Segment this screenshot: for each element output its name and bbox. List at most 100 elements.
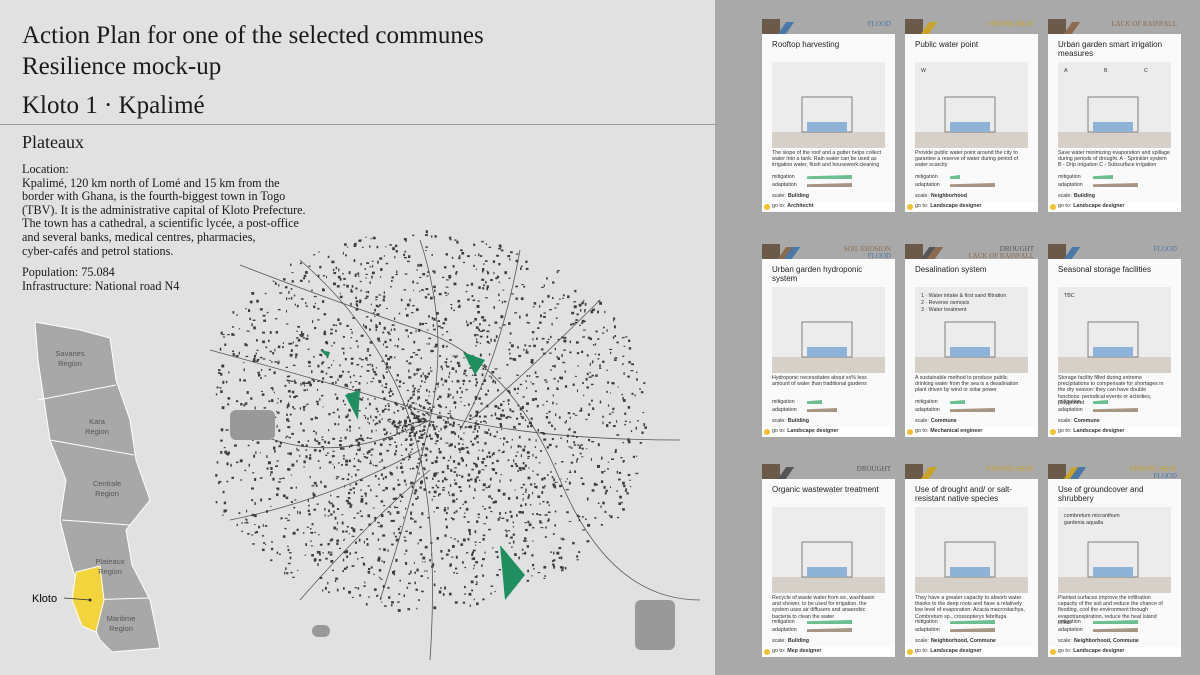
building — [258, 525, 261, 529]
building — [545, 526, 547, 529]
region-label: Region — [98, 567, 122, 576]
building — [471, 589, 474, 592]
building — [410, 396, 413, 399]
building — [356, 363, 360, 366]
building — [450, 415, 452, 418]
building — [556, 387, 559, 390]
building — [533, 567, 535, 570]
building — [480, 388, 483, 390]
ill-label: W — [921, 68, 926, 74]
scale-value: Commune — [1073, 418, 1100, 424]
building — [329, 332, 333, 335]
building — [484, 365, 487, 368]
adaptation-bar — [807, 408, 837, 412]
building — [459, 507, 462, 509]
building — [254, 523, 256, 526]
building — [353, 374, 355, 377]
building — [291, 280, 294, 283]
building — [339, 292, 341, 295]
building — [308, 280, 310, 283]
building — [387, 510, 390, 513]
building — [618, 471, 622, 474]
building — [469, 414, 472, 417]
building — [435, 506, 439, 509]
building — [404, 428, 407, 431]
building — [586, 448, 588, 450]
building — [360, 498, 364, 501]
card-icon — [905, 19, 923, 34]
building — [410, 511, 413, 514]
building — [419, 486, 422, 489]
building — [431, 461, 434, 464]
building — [395, 449, 397, 453]
building — [292, 406, 294, 409]
building — [565, 420, 567, 423]
building — [441, 470, 445, 474]
building — [522, 483, 526, 486]
card-goto: go to: Landscape designer — [1048, 427, 1181, 436]
building — [381, 601, 383, 603]
building — [265, 543, 267, 545]
building — [393, 412, 396, 414]
building — [348, 271, 351, 275]
building — [352, 528, 356, 532]
building — [534, 397, 538, 401]
building — [555, 445, 558, 448]
building — [302, 381, 305, 385]
building — [549, 308, 552, 311]
building — [622, 508, 625, 510]
building — [379, 276, 382, 278]
building — [507, 255, 511, 258]
building — [441, 367, 443, 371]
building — [488, 455, 492, 458]
building — [519, 445, 521, 448]
building — [444, 534, 447, 537]
building — [419, 425, 421, 427]
building — [582, 336, 586, 338]
building — [346, 284, 349, 288]
building — [322, 406, 324, 408]
building — [322, 589, 324, 592]
building — [333, 510, 335, 514]
building — [395, 558, 398, 562]
building — [219, 387, 222, 389]
building — [252, 472, 255, 474]
building — [379, 452, 382, 456]
building — [349, 504, 353, 507]
building — [397, 483, 400, 487]
building — [433, 317, 436, 321]
building — [601, 456, 603, 460]
building — [365, 273, 368, 276]
building — [528, 345, 532, 347]
building — [288, 436, 292, 439]
building — [467, 521, 470, 523]
building — [442, 344, 445, 348]
building — [422, 467, 426, 469]
building — [247, 444, 250, 447]
building — [396, 428, 398, 431]
building — [413, 417, 416, 419]
building — [491, 462, 494, 465]
building — [366, 348, 370, 350]
building — [319, 466, 321, 469]
building — [502, 289, 505, 291]
building — [368, 422, 371, 425]
building — [447, 417, 449, 420]
building — [428, 402, 431, 405]
building — [369, 363, 372, 366]
building — [473, 427, 477, 431]
building — [517, 374, 519, 376]
building — [285, 437, 287, 439]
building — [546, 387, 550, 390]
building — [568, 521, 572, 523]
building — [439, 411, 441, 415]
building — [353, 517, 356, 519]
building — [602, 326, 605, 329]
building — [337, 318, 340, 322]
region-label: Savanes — [55, 349, 84, 358]
building — [544, 575, 546, 578]
building — [477, 300, 480, 302]
building — [523, 539, 526, 542]
building — [349, 552, 352, 555]
building — [512, 358, 516, 361]
